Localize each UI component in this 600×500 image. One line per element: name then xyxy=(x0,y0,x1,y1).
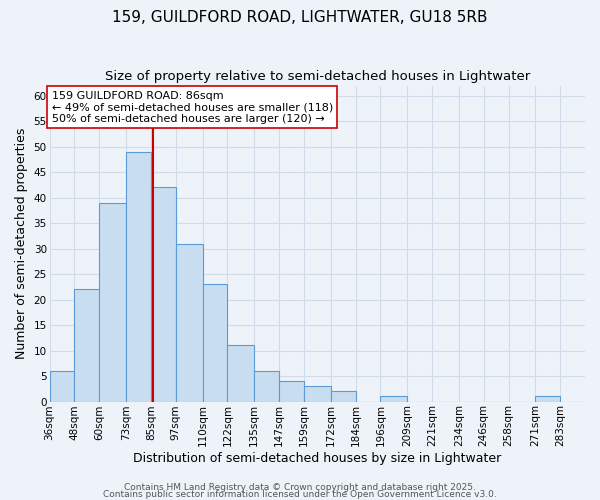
Bar xyxy=(50,371,74,402)
Bar xyxy=(380,396,407,402)
Title: Size of property relative to semi-detached houses in Lightwater: Size of property relative to semi-detach… xyxy=(104,70,530,83)
Bar xyxy=(279,381,304,402)
Bar xyxy=(176,244,203,402)
Bar xyxy=(74,290,99,402)
Bar xyxy=(535,396,560,402)
Text: 159, GUILDFORD ROAD, LIGHTWATER, GU18 5RB: 159, GUILDFORD ROAD, LIGHTWATER, GU18 5R… xyxy=(112,10,488,25)
Bar xyxy=(99,203,126,402)
Bar xyxy=(227,346,254,402)
Bar xyxy=(254,371,279,402)
Bar xyxy=(203,284,227,402)
Bar xyxy=(151,188,176,402)
Text: Contains HM Land Registry data © Crown copyright and database right 2025.: Contains HM Land Registry data © Crown c… xyxy=(124,484,476,492)
Bar xyxy=(126,152,151,402)
X-axis label: Distribution of semi-detached houses by size in Lightwater: Distribution of semi-detached houses by … xyxy=(133,452,502,465)
Bar xyxy=(304,386,331,402)
Text: Contains public sector information licensed under the Open Government Licence v3: Contains public sector information licen… xyxy=(103,490,497,499)
Text: 159 GUILDFORD ROAD: 86sqm
← 49% of semi-detached houses are smaller (118)
50% of: 159 GUILDFORD ROAD: 86sqm ← 49% of semi-… xyxy=(52,90,333,124)
Y-axis label: Number of semi-detached properties: Number of semi-detached properties xyxy=(15,128,28,359)
Bar xyxy=(331,392,356,402)
